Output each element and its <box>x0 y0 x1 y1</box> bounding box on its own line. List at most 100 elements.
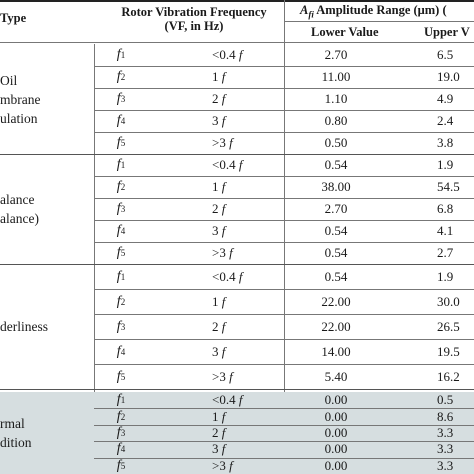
upper-value: 16.2 <box>437 368 460 384</box>
table-row: f 5 >3 f 0.50 3.8 <box>0 132 474 154</box>
lower-value: 11.00 <box>321 69 351 84</box>
table-row: f 1 <0.4 f 0.54 1.9 <box>0 154 474 176</box>
vibration-frequency: 1 f <box>212 179 226 194</box>
header-fault-type: Type <box>0 11 27 25</box>
row-rule <box>94 220 474 221</box>
row-rule <box>94 364 474 365</box>
lower-value: 0.00 <box>324 408 348 424</box>
upper-value: 3.8 <box>437 135 454 150</box>
header-bottom-rule <box>0 42 474 43</box>
lower-value: 0.54 <box>324 268 348 284</box>
table-row: f 5 >3 f 5.40 16.2 <box>0 364 474 389</box>
table-row: f 1 <0.4 f 2.70 6.5 <box>0 44 474 66</box>
group-rule <box>0 154 474 155</box>
row-rule <box>94 441 474 443</box>
upper-value: 54.5 <box>437 179 460 194</box>
row-rule <box>94 339 474 340</box>
vibration-frequency: 3 f <box>212 223 226 238</box>
lower-value: 0.00 <box>324 392 348 408</box>
row-rule <box>94 110 474 111</box>
vibration-frequency: <0.4 f <box>212 47 243 62</box>
lower-value: 0.00 <box>324 457 348 473</box>
upper-value: 6.8 <box>437 201 454 216</box>
lower-value: 0.80 <box>324 113 348 128</box>
row-rule <box>94 88 474 89</box>
row-rule <box>94 424 474 426</box>
vibration-frequency: >3 f <box>212 457 233 473</box>
upper-value: 30.0 <box>437 293 460 309</box>
lower-value: 22.00 <box>321 293 351 309</box>
table-row: f 1 <0.4 f 0.54 1.9 <box>0 264 474 289</box>
upper-value: 3.3 <box>437 457 454 473</box>
lower-value: 0.54 <box>324 223 348 238</box>
fault-label: Oil mbrane ulation <box>0 71 80 128</box>
top-rule <box>0 0 474 2</box>
row-rule <box>94 176 474 177</box>
group-rule <box>0 264 474 265</box>
row-rule <box>94 314 474 315</box>
vibration-frequency: 2 f <box>212 424 226 440</box>
lower-value: 22.00 <box>321 318 351 334</box>
table-row: f 5 >3 f 0.00 3.3 <box>0 458 474 474</box>
lower-value: 0.00 <box>324 441 348 457</box>
col-rule-freq <box>284 0 285 474</box>
fault-label: alance alance) <box>0 190 80 228</box>
upper-value: 2.4 <box>437 113 454 128</box>
upper-value: 2.7 <box>437 245 454 260</box>
fault-label: derliness <box>0 317 80 336</box>
header-frequency: Rotor Vibration Frequency (VF, in Hz) <box>121 5 267 33</box>
fault-label-line: alance <box>0 192 35 207</box>
upper-value: 8.6 <box>437 408 454 424</box>
vibration-frequency: 1 f <box>212 408 226 424</box>
fault-label-line: alance) <box>0 211 39 226</box>
vibration-frequency: 1 f <box>212 293 226 309</box>
fault-label-line: mbrane <box>0 91 41 107</box>
fault-label-line: ulation <box>0 110 38 126</box>
lower-value: 0.54 <box>324 157 348 172</box>
fault-label-line: Oil <box>0 72 18 88</box>
lower-value: 2.70 <box>324 47 348 62</box>
lower-value: 14.00 <box>321 343 351 359</box>
vibration-frequency: <0.4 f <box>212 157 243 172</box>
upper-value: 19.0 <box>437 69 460 84</box>
lower-value: 0.00 <box>324 424 348 440</box>
vibration-frequency: 3 f <box>212 343 226 359</box>
vibration-frequency: >3 f <box>212 245 233 260</box>
upper-value: 1.9 <box>437 268 454 284</box>
lower-value: 5.40 <box>324 368 348 384</box>
vibration-frequency: <0.4 f <box>212 268 243 284</box>
lower-value: 2.70 <box>324 201 348 216</box>
vibration-frequency: 2 f <box>212 201 226 216</box>
row-rule <box>94 289 474 290</box>
fault-label-line: derliness <box>0 319 48 334</box>
header-upper-value: Upper V <box>424 25 470 39</box>
vibration-frequency: >3 f <box>212 135 233 150</box>
col-rule-fault <box>94 44 95 474</box>
row-rule <box>94 457 474 459</box>
row-rule <box>94 408 474 410</box>
